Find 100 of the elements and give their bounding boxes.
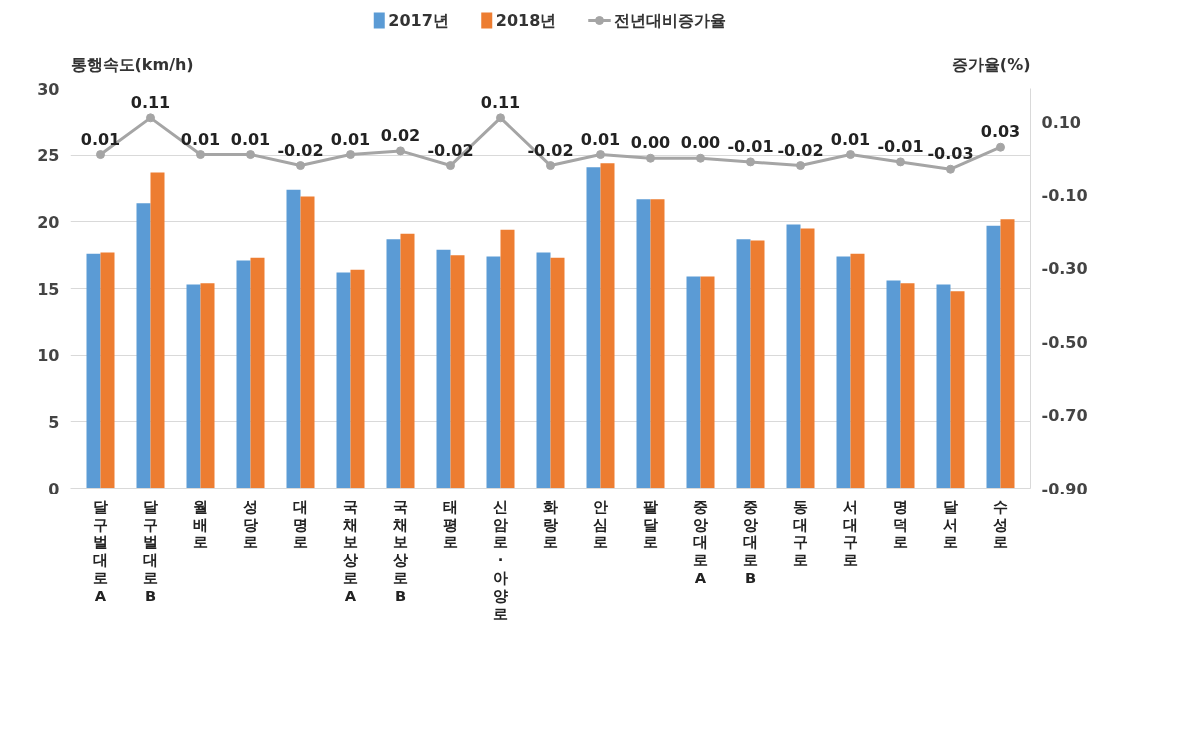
x-tick-label: 성당로 [243,497,258,551]
x-tick-label: 대명로 [293,497,308,551]
x-tick-label: 신암로·아양로 [493,497,508,622]
bar [86,253,101,489]
y2-axis-title: 증가율(%) [951,55,1031,74]
bar [850,253,865,489]
data-label: 0.01 [330,129,371,149]
point [696,153,705,163]
y2-tick-label: -0.10 [1041,185,1088,205]
data-label: 0.01 [580,129,621,149]
bar [286,189,301,489]
point [846,150,855,160]
y-axis-title: 통행속도(km/h) [70,55,194,74]
legend-label: 전년대비증가율 [614,11,727,30]
bar [550,257,565,489]
point [996,142,1005,152]
x-tick-label: 중앙대로B [743,497,758,587]
bar [686,276,701,489]
y2-tick-label: 0.10 [1041,112,1081,132]
bar [186,284,201,489]
bar [886,280,901,489]
y-tick-label: 10 [37,346,60,366]
bar [636,199,651,489]
x-tick-label: 중앙대로A [693,497,708,587]
bar [436,249,451,489]
point [346,150,355,160]
y-tick-label: 30 [37,79,60,99]
point [946,164,955,174]
bar [736,239,751,489]
bar [236,260,251,489]
data-label: 0.01 [830,129,871,149]
y-tick-label: 0 [48,479,60,499]
bar [936,284,951,489]
bar [200,283,215,489]
bar [500,229,515,489]
x-tick-label: 태평로 [443,497,458,551]
bar [386,239,401,489]
y-tick-label: 5 [48,412,60,432]
y-tick-label: 25 [37,146,60,166]
x-tick-label: 수성로 [993,497,1008,551]
point [896,157,905,167]
bar [486,256,501,489]
bar [400,233,415,489]
x-tick-label: 국채보상로A [342,497,358,605]
x-tick-label: 달구벌대로B [143,497,158,605]
point [146,113,155,123]
data-label: 0.11 [480,92,521,112]
bar [450,255,465,489]
bar [750,240,765,489]
data-label: 0.00 [630,133,671,153]
data-label: 0.01 [180,129,221,149]
y2-tick-label: -0.70 [1041,406,1088,426]
y-tick-label: 15 [37,279,60,299]
bar [536,252,551,489]
bar [650,199,665,489]
x-tick-label: 달구벌대로A [93,497,108,605]
bar [336,272,351,489]
point [396,146,405,156]
x-tick-label: 월배로 [193,497,208,551]
point [796,161,805,171]
bar [900,283,915,489]
point [246,150,255,160]
data-label: -0.01 [877,136,924,156]
x-tick-label: 팔달로 [643,497,658,551]
bar [136,203,151,489]
point [496,113,505,123]
point [546,161,555,171]
point [296,161,305,171]
point [596,150,605,160]
point [96,150,105,160]
point [196,150,205,160]
data-label: 0.01 [80,129,121,149]
x-tick-label: 동대구로 [793,497,808,569]
legend-label: 2018년 [495,11,557,30]
x-tick-label: 명덕로 [893,497,908,551]
data-label: 0.03 [980,122,1021,142]
y-tick-label: 20 [37,212,60,232]
point [746,157,755,167]
bar [786,224,801,489]
bar [250,257,265,489]
data-label: -0.02 [777,140,824,160]
bar [836,256,851,489]
bar [586,167,601,489]
bar [350,269,365,489]
bar [800,228,815,489]
data-label: -0.02 [527,140,574,160]
data-label: -0.02 [277,140,324,160]
y2-tick-label: -0.50 [1041,332,1088,352]
data-label: -0.02 [427,140,474,160]
x-tick-label: 서대구로 [843,497,858,569]
legend-label: 2017년 [388,11,449,30]
data-label: 0.02 [380,125,421,145]
data-label: 0.00 [680,133,721,153]
y2-tick-label: -0.30 [1041,259,1088,279]
x-tick-label: 국채보상로B [392,497,408,605]
data-label: -0.03 [927,144,974,164]
y2-tick-label: -0.90 [1041,479,1088,499]
bar [300,196,315,489]
bar [100,252,115,489]
x-tick-label: 안심로 [593,497,608,551]
